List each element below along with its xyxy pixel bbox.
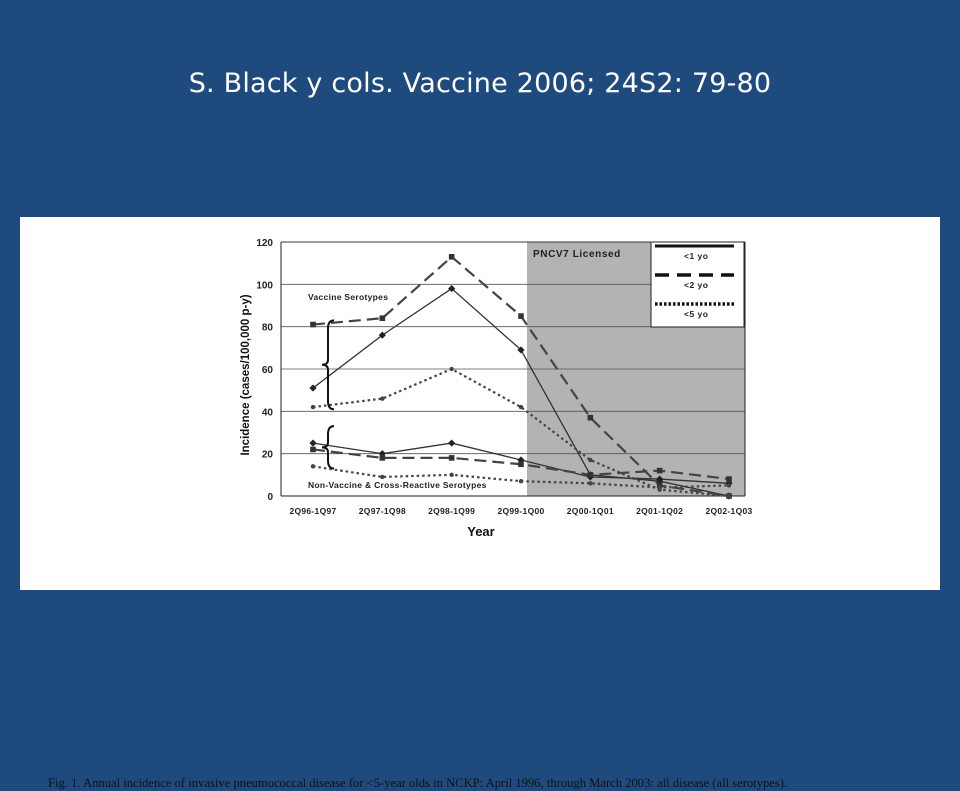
y-tick-label: 20 bbox=[262, 450, 274, 461]
y-axis-label: Incidence (cases/100,000 p-y) bbox=[240, 294, 252, 455]
data-point bbox=[657, 485, 662, 490]
data-point bbox=[449, 472, 454, 478]
data-point bbox=[518, 313, 524, 319]
data-point bbox=[587, 414, 594, 421]
x-tick-label: 2Q02-1Q03 bbox=[705, 506, 752, 516]
y-tick-label: 40 bbox=[262, 407, 274, 418]
data-point bbox=[380, 474, 385, 480]
legend-label-dashed: <2 yo bbox=[684, 280, 708, 290]
data-point bbox=[379, 455, 386, 461]
data-point bbox=[310, 464, 316, 469]
data-point bbox=[588, 481, 593, 486]
x-tick-label: 2Q98-1Q99 bbox=[428, 506, 475, 516]
data-point bbox=[726, 476, 732, 482]
data-point bbox=[448, 455, 455, 461]
data-point bbox=[449, 366, 454, 372]
x-tick-label: 2Q01-1Q02 bbox=[636, 506, 683, 516]
data-point bbox=[309, 439, 317, 447]
licensed-region-label: PNCV7 Licensed bbox=[533, 249, 621, 260]
x-tick-label: 2Q97-1Q98 bbox=[359, 506, 406, 516]
data-point bbox=[310, 404, 316, 410]
vaccine-serotypes-label: Vaccine Serotypes bbox=[308, 292, 388, 302]
data-point bbox=[448, 439, 456, 447]
figure-panel: PNCV7 Licensed 0 20 40 60 80 100 120 2Q96-1Q97 2Q… bbox=[20, 217, 940, 790]
y-tick-label: 60 bbox=[262, 365, 274, 376]
x-axis-label: Year bbox=[467, 524, 494, 539]
data-point bbox=[310, 446, 316, 453]
data-point bbox=[310, 321, 316, 328]
non-vaccine-serotypes-label: Non-Vaccine & Cross-Reactive Serotypes bbox=[308, 480, 487, 490]
y-tick-label: 0 bbox=[267, 492, 273, 503]
data-point bbox=[518, 404, 524, 410]
legend-box bbox=[650, 241, 745, 328]
data-point bbox=[518, 461, 524, 468]
data-point bbox=[518, 478, 524, 484]
data-point bbox=[448, 254, 455, 260]
data-point bbox=[378, 331, 386, 339]
y-tick-label: 100 bbox=[256, 280, 273, 291]
data-point bbox=[309, 384, 317, 392]
y-tick-label: 80 bbox=[262, 323, 274, 334]
vaccine-serotypes-brace bbox=[321, 319, 335, 411]
x-tick-label: 2Q96-1Q97 bbox=[289, 506, 336, 516]
slide-title: S. Black y cols. Vaccine 2006; 24S2: 79-… bbox=[188, 68, 772, 99]
data-point bbox=[517, 346, 525, 354]
data-point bbox=[380, 396, 385, 401]
legend-label-solid: <1 yo bbox=[684, 251, 708, 261]
incidence-line-chart: PNCV7 Licensed 0 20 40 60 80 100 120 2Q96-1Q97 2Q… bbox=[240, 238, 752, 539]
legend-label-dotted: <5 yo bbox=[684, 309, 708, 319]
data-point bbox=[656, 475, 664, 483]
data-point bbox=[656, 467, 663, 474]
data-point bbox=[588, 457, 593, 463]
figure-caption: Fig. 1. Annual incidence of invasive pne… bbox=[48, 776, 788, 790]
data-point bbox=[587, 472, 594, 478]
data-point bbox=[379, 315, 386, 321]
x-tick-label: 2Q00-1Q01 bbox=[567, 506, 614, 516]
y-tick-label: 120 bbox=[256, 238, 273, 249]
x-tick-label: 2Q99-1Q00 bbox=[497, 506, 544, 516]
data-point bbox=[726, 493, 732, 499]
data-point bbox=[726, 483, 732, 488]
non-vaccine-serotypes-brace bbox=[321, 425, 335, 470]
